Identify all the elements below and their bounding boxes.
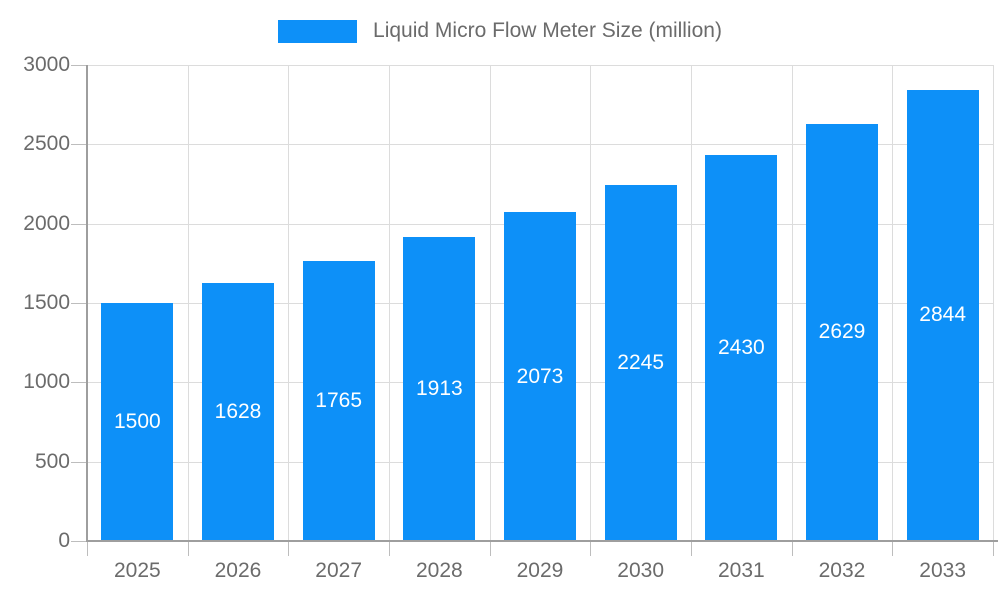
x-tick-label: 2026	[214, 559, 262, 582]
x-tick-mark	[187, 541, 189, 556]
y-tick-mark	[71, 303, 87, 304]
bar-value-label: 1765	[315, 388, 363, 412]
y-tick-mark	[71, 65, 87, 66]
x-tick-label: 2032	[818, 559, 866, 582]
gridline-horizontal	[87, 144, 993, 146]
gridline-vertical	[590, 65, 592, 541]
y-tick-mark	[71, 144, 87, 146]
plot-area: 1500 1628 1765 1913 2073 2245 2430 2629 2844	[87, 65, 994, 541]
bar-value-label: 1500	[113, 410, 161, 433]
y-tick-label: 2000	[23, 211, 70, 235]
x-tick-mark	[691, 541, 692, 556]
y-tick-label: 500	[34, 449, 70, 473]
bar-value-label: 1913	[415, 377, 463, 401]
x-tick-mark	[791, 541, 793, 556]
bar-value-label: 2629	[818, 320, 866, 344]
x-tick-label: 2029	[516, 559, 564, 582]
gridline-vertical	[288, 65, 290, 541]
gridline-horizontal	[87, 65, 993, 66]
x-tick-mark	[993, 541, 994, 556]
y-tick-mark	[71, 382, 87, 384]
x-tick-mark	[892, 541, 894, 556]
y-axis-line	[86, 65, 88, 542]
legend-label: Liquid Micro Flow Meter Size (million)	[373, 19, 722, 42]
bar	[202, 282, 274, 541]
gridline-vertical	[489, 65, 491, 541]
x-tick-mark	[87, 541, 88, 556]
y-tick-label: 1000	[23, 370, 70, 394]
bar-value-label: 2844	[919, 303, 967, 327]
x-tick-label: 2033	[919, 559, 967, 582]
gridline-vertical	[691, 65, 692, 541]
x-tick-mark	[288, 541, 290, 556]
y-tick-label: 2500	[23, 132, 70, 156]
y-tick-mark	[71, 461, 87, 463]
gridline-vertical	[791, 65, 793, 541]
x-tick-label: 2027	[315, 559, 363, 582]
x-tick-mark	[489, 541, 491, 556]
y-tick-label: 0	[58, 529, 70, 552]
chart-legend: Liquid Micro Flow Meter Size (million)	[0, 17, 1000, 45]
x-tick-label: 2028	[415, 559, 463, 582]
bar-value-label: 2245	[617, 350, 665, 374]
bar	[906, 89, 979, 541]
gridline-vertical	[389, 65, 390, 541]
bar	[101, 303, 174, 541]
y-tick-mark	[71, 541, 87, 542]
y-tick-mark	[71, 223, 87, 225]
bar	[504, 212, 576, 541]
x-tick-label: 2031	[717, 559, 765, 582]
x-tick-label: 2030	[617, 559, 665, 582]
gridline-vertical	[993, 65, 994, 541]
bar-value-label: 1628	[214, 399, 262, 423]
bar	[403, 237, 476, 541]
bar	[302, 260, 375, 541]
bar	[806, 123, 878, 541]
gridline-vertical	[187, 65, 189, 541]
bar	[604, 184, 677, 541]
x-axis-line	[86, 540, 998, 542]
legend-swatch	[278, 19, 358, 43]
y-tick-label: 1500	[23, 291, 70, 314]
x-tick-mark	[590, 541, 592, 556]
bar-value-label: 2430	[717, 336, 765, 360]
x-tick-mark	[389, 541, 390, 556]
x-tick-label: 2025	[113, 559, 161, 582]
y-tick-label: 3000	[23, 53, 70, 76]
gridline-vertical	[892, 65, 894, 541]
bar	[705, 155, 778, 541]
bar-value-label: 2073	[516, 364, 564, 388]
